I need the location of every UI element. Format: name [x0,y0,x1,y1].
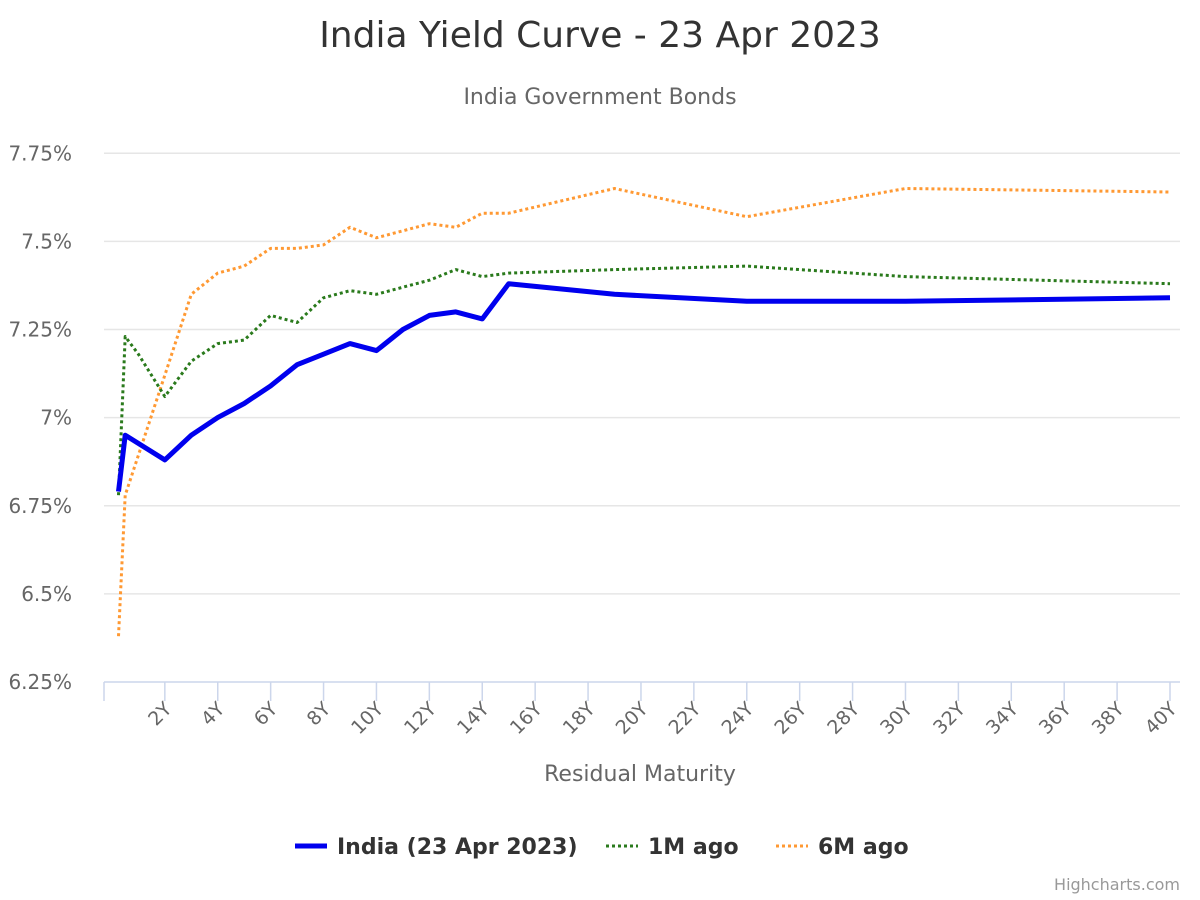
series-layer [116,187,1171,637]
series-line-2[interactable] [117,187,1171,637]
y-tick-label: 6.75% [8,494,72,518]
chart-title: India Yield Curve - 23 Apr 2023 [319,15,881,56]
x-axis [103,681,1180,701]
y-axis-labels: 6.25% 6.5% 6.75% 7% 7.25% 7.5% 7.75% [8,141,72,694]
legend-item-1[interactable]: 1M ago [606,835,739,860]
x-axis-title: Residual Maturity [544,762,736,787]
chart-subtitle: India Government Bonds [463,85,736,110]
legend-label: 1M ago [648,835,739,860]
grid-lines [104,152,1180,595]
legend: India (23 Apr 2023) 1M ago 6M ago [295,835,909,860]
y-tick-label: 6.25% [8,670,72,694]
credits-link[interactable]: Highcharts.com [1054,875,1180,894]
y-tick-label: 7.25% [8,318,72,342]
legend-item-0[interactable]: India (23 Apr 2023) [295,835,578,860]
y-tick-label: 7.75% [8,141,72,165]
legend-item-2[interactable]: 6M ago [776,835,909,860]
legend-label: 6M ago [818,835,909,860]
series-line-0[interactable] [116,281,1171,492]
y-tick-label: 7.5% [21,229,72,253]
y-tick-label: 7% [40,406,72,430]
y-tick-label: 6.5% [21,582,72,606]
legend-label: India (23 Apr 2023) [337,835,578,860]
